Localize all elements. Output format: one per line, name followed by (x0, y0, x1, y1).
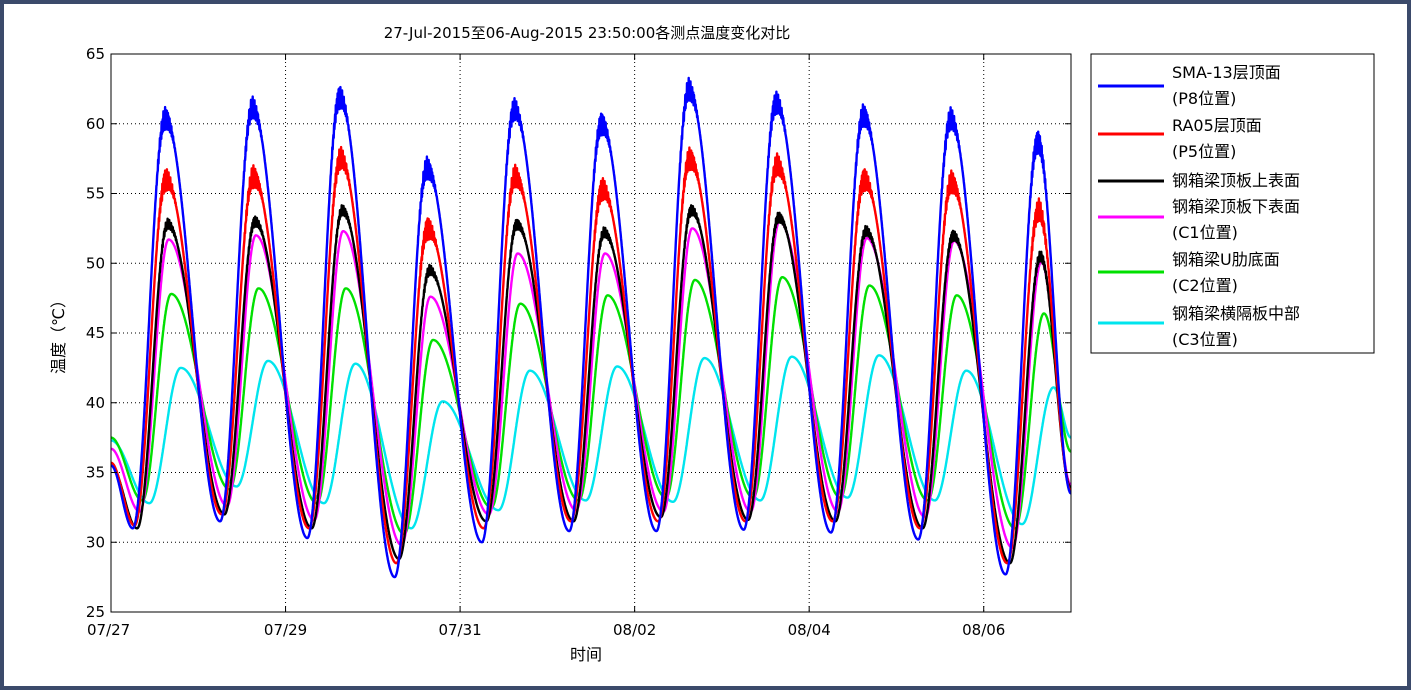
series-line-2 (110, 204, 1072, 565)
series-line-4 (110, 276, 1072, 536)
axis-ticks: 25 30 35 40 45 50 55 60 65 07/27 07/29 07/31 08/02 08… (86, 45, 1071, 639)
y-tick-label: 55 (86, 185, 105, 203)
legend-label: 钢箱梁顶板下表面 (1172, 197, 1300, 216)
y-tick-label: 25 (86, 603, 105, 621)
x-tick-label: 07/27 (87, 621, 130, 639)
series-line-0 (110, 76, 1072, 579)
grid (111, 54, 1071, 612)
x-axis-label: 时间 (570, 645, 602, 664)
legend: SMA-13层顶面 (P8位置) RA05层顶面 (P5位置) 钢箱梁顶板上表面钢箱梁顶… (1090, 53, 1375, 354)
legend-label-sub: (C3位置) (1172, 330, 1238, 349)
y-tick-label: 65 (86, 45, 105, 63)
series-line-1 (110, 145, 1072, 565)
x-tick-label: 07/29 (264, 621, 307, 639)
legend-label-sub: (P8位置) (1172, 89, 1236, 108)
legend-box (1090, 53, 1375, 354)
y-tick-label: 30 (86, 533, 105, 551)
x-tick-label: 08/06 (962, 621, 1005, 639)
legend-label: SMA-13层顶面 (1172, 63, 1281, 82)
series-lines (110, 76, 1072, 579)
legend-label: 钢箱梁顶板上表面 (1172, 171, 1300, 190)
chart-title: 27-Jul-2015至06-Aug-2015 23:50:00各测点温度变化对… (384, 24, 791, 42)
legend-label: RA05层顶面 (1172, 116, 1262, 135)
series-line-5 (110, 354, 1072, 530)
y-tick-label: 40 (86, 394, 105, 412)
y-axis-label: 温度（℃） (49, 292, 68, 374)
x-tick-label: 08/04 (788, 621, 831, 639)
legend-label-sub: (P5位置) (1172, 142, 1236, 161)
x-tick-label: 08/02 (613, 621, 656, 639)
y-tick-label: 35 (86, 464, 105, 482)
legend-label-sub: (C2位置) (1172, 276, 1238, 295)
x-tick-label: 07/31 (438, 621, 481, 639)
legend-label: 钢箱梁U肋底面 (1172, 250, 1280, 269)
legend-label-sub: (C1位置) (1172, 223, 1238, 242)
y-tick-label: 60 (86, 115, 105, 133)
legend-label: 钢箱梁横隔板中部 (1172, 304, 1300, 323)
y-tick-label: 45 (86, 324, 105, 342)
y-tick-label: 50 (86, 254, 105, 272)
